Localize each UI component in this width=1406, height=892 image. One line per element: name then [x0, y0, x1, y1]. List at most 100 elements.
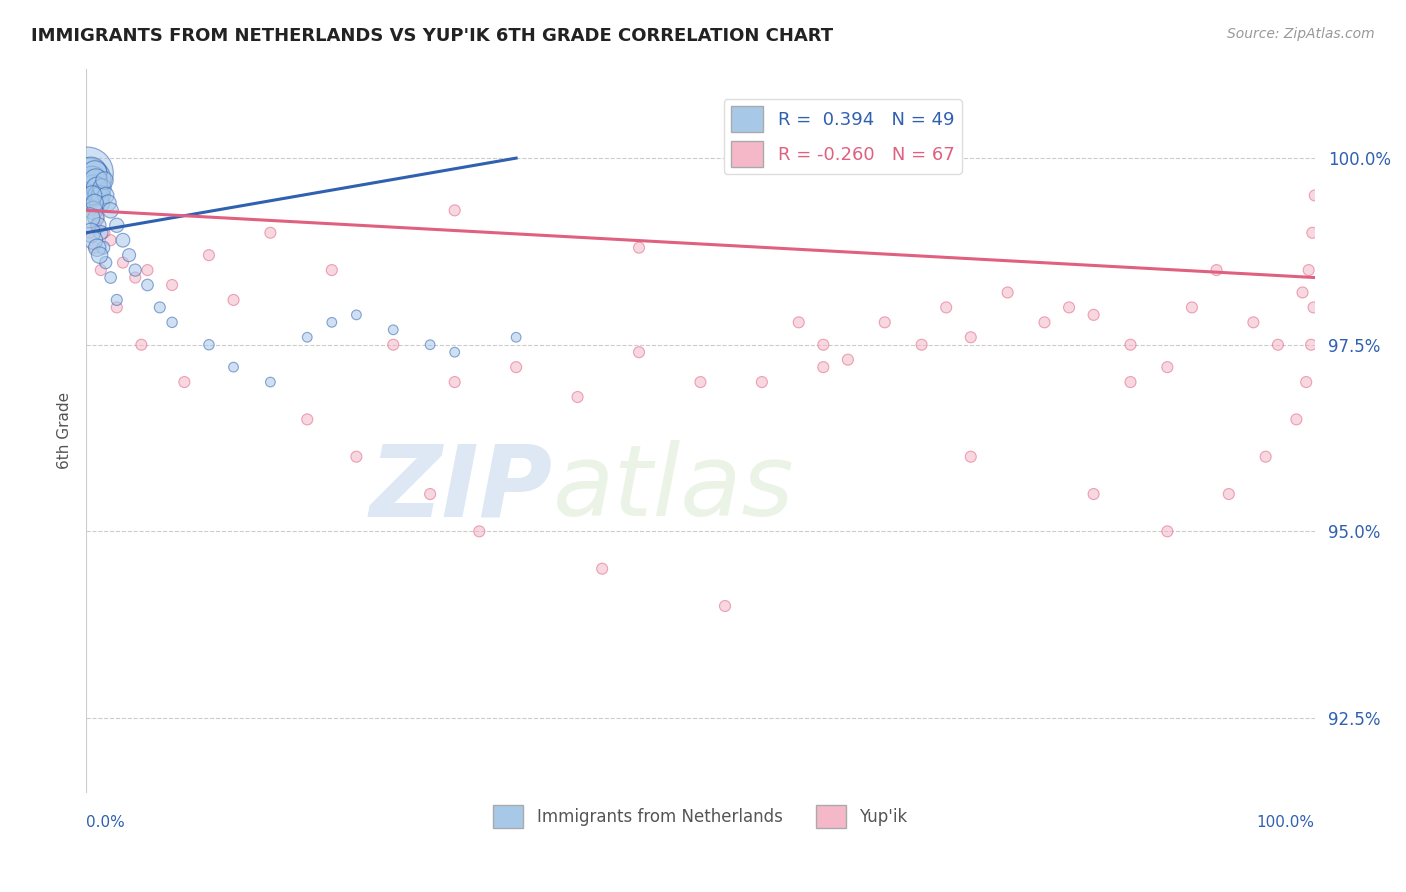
- Point: [83, 241, 105, 255]
- Point: [1057, 301, 1080, 315]
- Point: [787, 315, 810, 329]
- Point: [76, 166, 98, 180]
- Point: [1254, 450, 1277, 464]
- Point: [100, 270, 122, 285]
- Point: [90, 263, 112, 277]
- Point: [1083, 487, 1105, 501]
- Point: [198, 337, 221, 351]
- Point: [297, 412, 319, 426]
- Text: ZIP: ZIP: [370, 440, 553, 537]
- Y-axis label: 6th Grade: 6th Grade: [58, 392, 72, 469]
- Point: [1156, 360, 1178, 375]
- Point: [1285, 412, 1308, 426]
- Point: [89, 195, 111, 210]
- Point: [1303, 188, 1326, 202]
- Point: [1033, 315, 1056, 329]
- Point: [627, 241, 650, 255]
- Point: [837, 352, 859, 367]
- Point: [94, 188, 117, 202]
- Point: [82, 173, 104, 187]
- Point: [100, 203, 122, 218]
- Point: [419, 487, 441, 501]
- Point: [344, 308, 367, 322]
- Point: [1301, 337, 1323, 351]
- Point: [89, 248, 111, 262]
- Point: [1205, 263, 1227, 277]
- Point: [591, 562, 613, 576]
- Point: [160, 315, 183, 329]
- Point: [77, 173, 100, 187]
- Point: [222, 293, 245, 307]
- Point: [382, 323, 405, 337]
- Point: [90, 188, 112, 202]
- Point: [97, 195, 120, 210]
- Point: [82, 203, 104, 218]
- Point: [79, 226, 101, 240]
- Point: [93, 226, 115, 240]
- Point: [77, 188, 100, 202]
- Point: [86, 181, 108, 195]
- Point: [131, 337, 153, 351]
- Text: atlas: atlas: [553, 440, 794, 537]
- Point: [198, 248, 221, 262]
- Point: [1181, 301, 1204, 315]
- Point: [1119, 337, 1142, 351]
- Point: [259, 375, 281, 389]
- Point: [82, 181, 104, 195]
- Point: [997, 285, 1019, 300]
- Point: [111, 255, 134, 269]
- Point: [80, 166, 103, 180]
- Point: [1156, 524, 1178, 539]
- Point: [321, 315, 343, 329]
- Point: [80, 226, 103, 240]
- Point: [1295, 375, 1317, 389]
- Point: [443, 375, 465, 389]
- Point: [321, 263, 343, 277]
- Point: [84, 211, 107, 225]
- Point: [105, 219, 128, 233]
- Point: [813, 360, 835, 375]
- Point: [124, 263, 146, 277]
- Point: [751, 375, 773, 389]
- Text: 0.0%: 0.0%: [86, 815, 125, 830]
- Point: [136, 278, 159, 293]
- Point: [222, 360, 245, 375]
- Point: [419, 337, 441, 351]
- Point: [382, 337, 405, 351]
- Point: [94, 255, 117, 269]
- Point: [959, 450, 981, 464]
- Point: [79, 211, 101, 225]
- Point: [873, 315, 896, 329]
- Point: [90, 226, 112, 240]
- Point: [297, 330, 319, 344]
- Point: [910, 337, 932, 351]
- Point: [83, 166, 105, 180]
- Point: [935, 301, 957, 315]
- Point: [567, 390, 589, 404]
- Point: [1119, 375, 1142, 389]
- Point: [82, 233, 104, 247]
- Point: [1301, 226, 1323, 240]
- Point: [443, 203, 465, 218]
- Point: [443, 345, 465, 359]
- Point: [105, 301, 128, 315]
- Point: [1302, 301, 1324, 315]
- Point: [627, 345, 650, 359]
- Point: [468, 524, 491, 539]
- Text: 100.0%: 100.0%: [1257, 815, 1315, 830]
- Point: [82, 203, 104, 218]
- Point: [124, 270, 146, 285]
- Point: [1241, 315, 1264, 329]
- Point: [91, 181, 114, 195]
- Point: [86, 241, 108, 255]
- Point: [91, 241, 114, 255]
- Point: [84, 173, 107, 187]
- Point: [1218, 487, 1240, 501]
- Point: [344, 450, 367, 464]
- Text: IMMIGRANTS FROM NETHERLANDS VS YUP'IK 6TH GRADE CORRELATION CHART: IMMIGRANTS FROM NETHERLANDS VS YUP'IK 6T…: [31, 27, 834, 45]
- Point: [1083, 308, 1105, 322]
- Point: [149, 301, 172, 315]
- Point: [84, 219, 107, 233]
- Point: [87, 219, 110, 233]
- Legend: Immigrants from Netherlands, Yup'ik: Immigrants from Netherlands, Yup'ik: [486, 798, 914, 835]
